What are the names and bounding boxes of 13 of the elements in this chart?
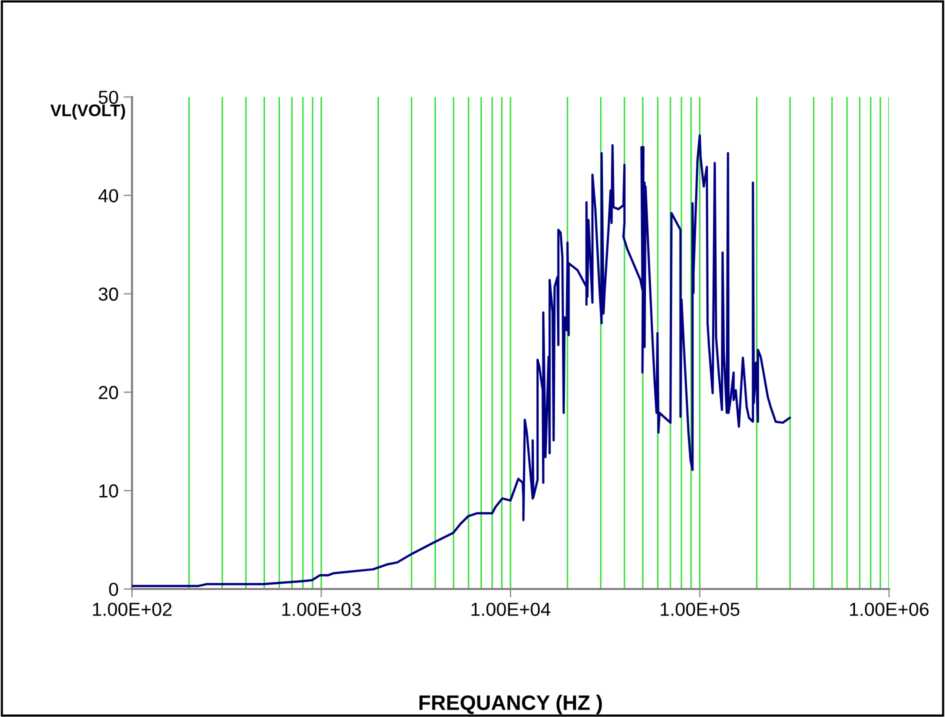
y-tick-label: 40: [98, 189, 118, 202]
y-tick-label: 0: [109, 582, 118, 596]
y-tick-label: 20: [98, 386, 118, 400]
x-tick-label: 1.00E+04: [472, 602, 550, 616]
x-tick-label: 1.00E+05: [660, 602, 740, 616]
y-tick-label: 30: [98, 288, 118, 301]
x-tick-label: 1.00E+06: [850, 602, 929, 616]
x-axis-title: FREQUANCY (HZ ): [419, 694, 602, 714]
y-tick-label: 50: [98, 90, 118, 104]
y-tick-label: 10: [99, 484, 118, 498]
x-tick-label: 1.00E+02: [93, 602, 172, 616]
y-axis-title: VL(VOLT): [50, 104, 126, 120]
x-tick-label: 1.00E+03: [282, 602, 361, 616]
